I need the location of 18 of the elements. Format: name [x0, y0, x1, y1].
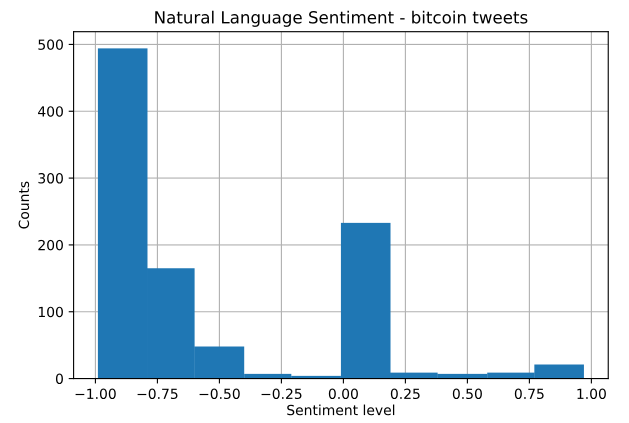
y-tick-label: 0 [56, 374, 63, 384]
x-tick-label: 0.00 [328, 388, 358, 400]
y-tick-label: 100 [38, 306, 63, 318]
y-tick-label: 200 [38, 240, 63, 250]
x-tick-label: 0.75 [514, 388, 544, 400]
y-axis-title: Counts [18, 182, 30, 229]
x-tick-label: −0.50 [200, 388, 240, 400]
x-tick-label: 0.25 [390, 388, 420, 400]
y-tick-label: 500 [38, 39, 63, 50]
x-tick-label: −1.00 [76, 388, 116, 400]
y-tick-label: 300 [38, 173, 63, 184]
x-tick-label: −0.75 [138, 388, 178, 400]
y-tick-label: 400 [38, 106, 63, 117]
chart-title: Natural Language Sentiment - bitcoin tweets [155, 10, 528, 27]
x-tick-label: 1.00 [577, 388, 606, 400]
x-tick-label: −0.25 [262, 388, 302, 400]
x-tick-label: 0.50 [452, 388, 482, 400]
x-axis-title: Sentiment level [287, 404, 394, 416]
